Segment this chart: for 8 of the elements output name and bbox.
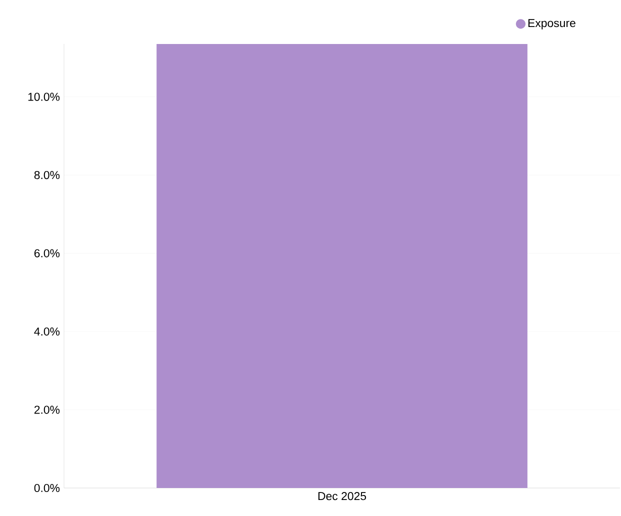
y-tick-label: 2.0% [34, 406, 60, 414]
y-tick-label: 10.0% [28, 92, 60, 101]
y-tick-label: 4.0% [34, 327, 60, 336]
y-tick-label: 6.0% [34, 249, 60, 258]
x-tick-label: Dec 2025 [318, 492, 366, 500]
y-tick-label: 8.0% [34, 170, 60, 180]
y-tick-label: 0.0% [34, 484, 60, 492]
legend-label: Exposure [528, 19, 576, 30]
